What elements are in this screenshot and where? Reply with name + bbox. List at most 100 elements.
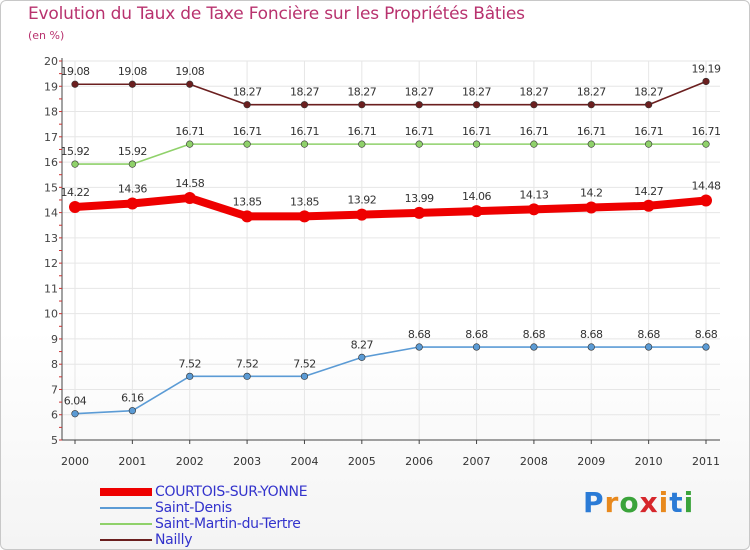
data-point [472, 140, 481, 148]
data-point [300, 140, 309, 148]
data-label: 19.08 [61, 65, 90, 78]
y-tick-label: 17 [44, 131, 58, 144]
data-point [642, 199, 655, 212]
y-tick-label: 6 [51, 409, 58, 422]
data-label: 16.71 [347, 125, 376, 138]
data-label: 14.22 [61, 186, 90, 199]
data-label: 16.71 [692, 125, 721, 138]
data-label: 18.27 [519, 86, 548, 99]
logo-letter: o [619, 486, 640, 519]
data-label: 8.27 [351, 338, 374, 351]
y-tick-label: 9 [51, 333, 58, 346]
data-label: 15.92 [61, 145, 90, 158]
series-line [74, 143, 707, 165]
data-label: 19.08 [175, 65, 204, 78]
x-tick-label: 2000 [61, 455, 89, 468]
data-label: 8.68 [580, 328, 603, 341]
data-label: 14.06 [462, 190, 491, 203]
data-point [415, 140, 423, 148]
logo-letter: i [658, 486, 670, 519]
data-point [186, 140, 194, 148]
data-label: 14.27 [634, 185, 663, 198]
logo-letter: P [583, 486, 605, 519]
y-tick-label: 18 [44, 106, 58, 119]
data-label: 18.27 [462, 86, 491, 99]
data-label: 8.68 [408, 328, 431, 341]
logo-letter: r [604, 486, 620, 519]
x-tick-label: 2004 [290, 455, 318, 468]
proxiti-logo: Proxiti [583, 486, 694, 519]
x-tick-label: 2006 [405, 455, 433, 468]
data-label: 6.16 [121, 392, 144, 405]
data-point [702, 140, 710, 148]
data-label: 18.27 [233, 86, 262, 99]
legend-label-saint-denis: Saint-Denis [155, 500, 232, 516]
y-tick-label: 20 [44, 55, 58, 68]
logo-letter: t [669, 486, 684, 519]
x-tick-label: 2009 [577, 455, 605, 468]
data-point [298, 210, 311, 223]
data-point [587, 140, 595, 148]
data-label: 8.68 [695, 328, 718, 341]
data-point [645, 101, 653, 109]
series-line [71, 193, 710, 221]
data-label: 19.08 [118, 65, 147, 78]
data-point [128, 407, 136, 415]
data-label: 8.68 [523, 328, 546, 341]
data-point [243, 140, 251, 148]
legend-swatch-saint-martin [100, 523, 152, 525]
data-label: 15.92 [118, 145, 147, 158]
data-point [530, 101, 538, 109]
x-tick-label: 2007 [463, 455, 491, 468]
data-point [128, 80, 136, 88]
x-tick-label: 2010 [635, 455, 663, 468]
data-point [300, 372, 309, 380]
data-label: 13.85 [290, 195, 319, 208]
y-tick-label: 12 [44, 257, 58, 270]
y-tick-label: 8 [51, 358, 58, 371]
data-point [358, 140, 366, 148]
data-point [243, 101, 251, 109]
data-point [472, 343, 481, 351]
data-point [126, 197, 139, 210]
data-point [69, 201, 81, 214]
data-label: 16.71 [233, 125, 262, 138]
y-tick-label: 15 [44, 181, 58, 194]
data-label: 18.27 [290, 86, 319, 99]
legend-swatch-saint-denis [100, 507, 152, 509]
line-chart: 5 6 7 8 9 10 11 12 13 14 15 16 17 18 19 20 2000 2001 2002 2… [44, 55, 721, 468]
x-tick-label: 2001 [118, 455, 146, 468]
data-point [358, 101, 366, 109]
data-label: 8.68 [465, 328, 488, 341]
logo-letter: i [683, 486, 695, 519]
y-tick-label: 7 [51, 383, 58, 396]
data-label: 19.19 [692, 62, 721, 75]
data-point [71, 80, 79, 88]
data-label: 18.27 [634, 86, 663, 99]
x-tick-label: 2005 [348, 455, 376, 468]
legend-label-nailly: Nailly [155, 532, 193, 548]
data-label: 14.58 [175, 177, 204, 190]
data-label: 18.27 [405, 86, 434, 99]
data-label: 7.52 [178, 357, 201, 370]
data-point [358, 353, 366, 361]
data-point [702, 343, 710, 351]
legend-swatch-nailly [100, 539, 152, 541]
data-point [415, 343, 423, 351]
y-tick-label: 19 [44, 80, 58, 93]
data-label: 16.71 [405, 125, 434, 138]
data-point [241, 210, 254, 223]
data-label: 14.2 [580, 187, 603, 200]
data-point [128, 160, 136, 168]
y-axis-unit: (en %) [28, 29, 65, 42]
data-point [186, 372, 194, 380]
data-point [527, 203, 540, 216]
y-tick-label: 5 [51, 434, 58, 447]
data-point [645, 343, 653, 351]
data-point [415, 101, 423, 109]
data-point [183, 191, 196, 204]
series-line [74, 346, 707, 415]
y-tick-label: 14 [44, 207, 58, 220]
series-line [74, 80, 707, 106]
